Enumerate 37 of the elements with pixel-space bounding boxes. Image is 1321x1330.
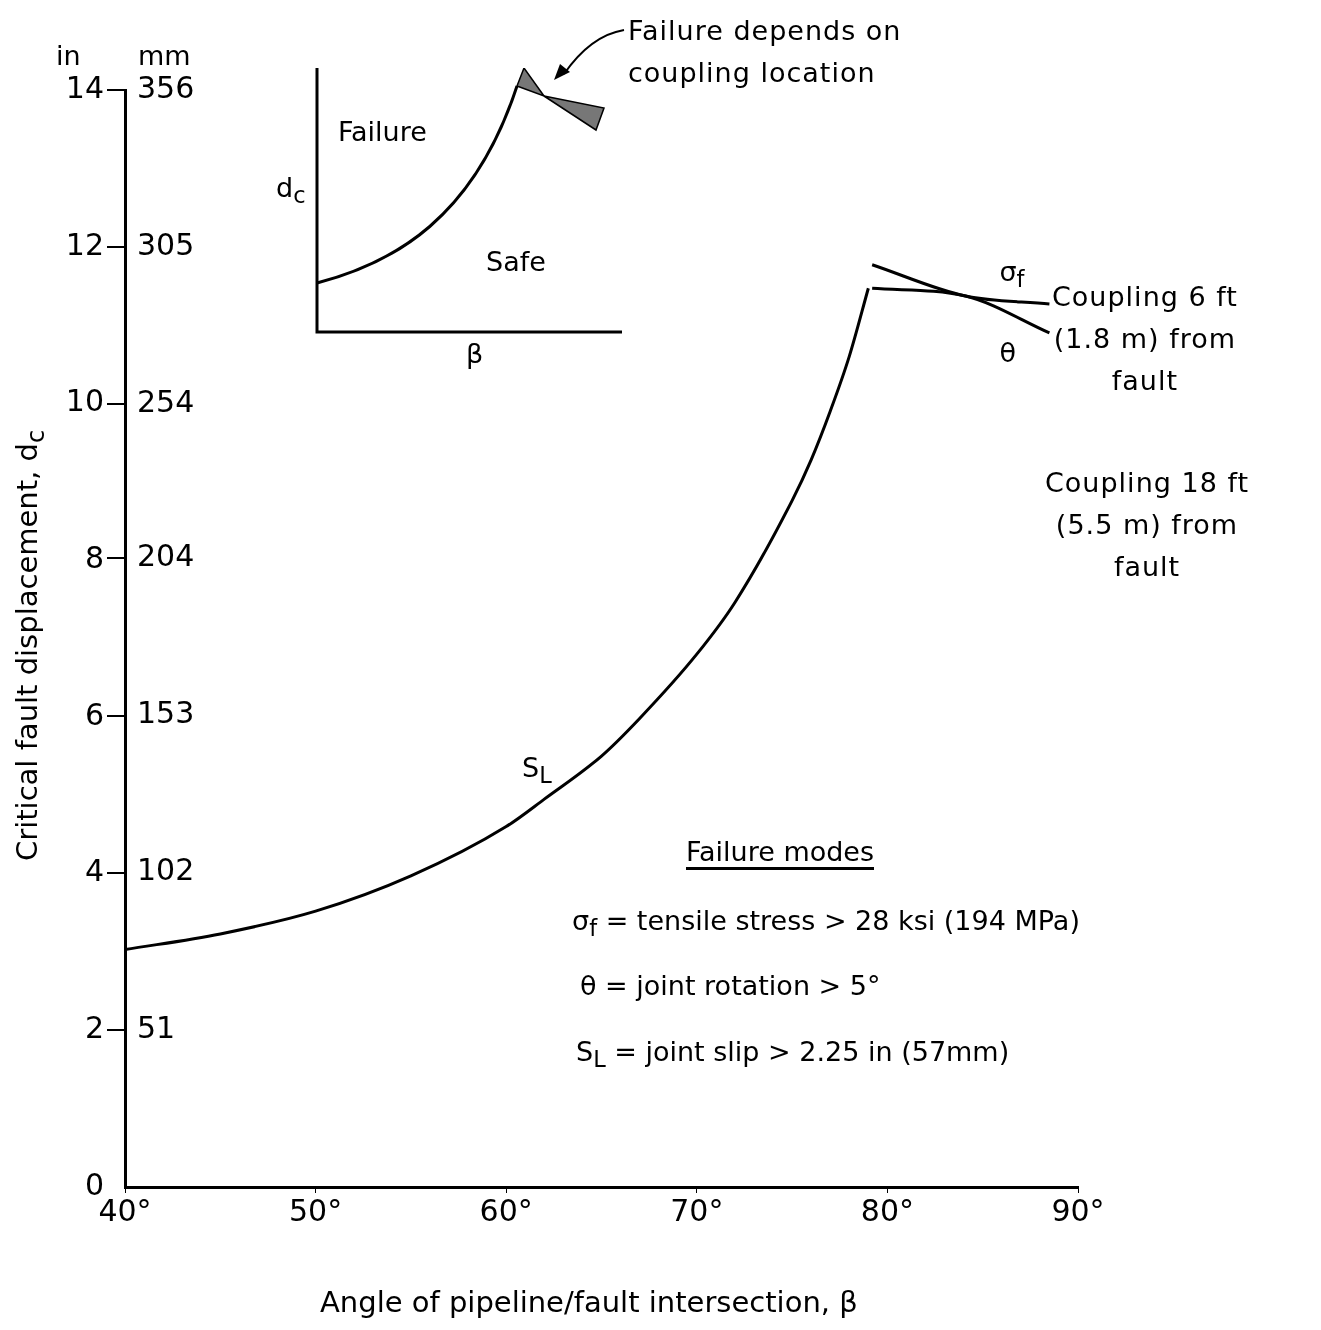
annotation: Coupling 6 ft (1.8 m) from fault bbox=[1052, 280, 1238, 398]
annotation: σ$_{f}$ bbox=[999, 255, 1025, 293]
annotation: Safe bbox=[486, 246, 546, 277]
y2-tick-label: 305 bbox=[137, 226, 195, 262]
annotation: θ = joint rotation > 5° bbox=[580, 970, 881, 1001]
x-tick-label: 70° bbox=[670, 1192, 724, 1228]
annotation: σ$_{f}$ = tensile stress > 28 ksi (194 MPa) bbox=[572, 905, 1080, 942]
annotation: S$_{L}$ bbox=[522, 752, 552, 789]
y-tick-label: 0 bbox=[84, 1166, 104, 1202]
annotation: Failure modes bbox=[686, 836, 875, 870]
y2-tick-label: 153 bbox=[137, 695, 195, 731]
y2-tick-label: 356 bbox=[137, 69, 195, 105]
annotation: θ bbox=[999, 336, 1016, 368]
y-tick-label: 14 bbox=[65, 69, 104, 105]
annotation: β bbox=[466, 338, 484, 369]
x-tick-label: 80° bbox=[860, 1192, 914, 1228]
x-tick-label: 90° bbox=[1051, 1192, 1105, 1228]
annotation: d$_{c}$ bbox=[276, 172, 306, 209]
y-tick-label: 10 bbox=[65, 383, 104, 419]
annotation: S$_{L}$ = joint slip > 2.25 in (57mm) bbox=[576, 1036, 1010, 1073]
x-tick-label: 60° bbox=[479, 1192, 533, 1228]
y2-tick-label: 254 bbox=[137, 384, 195, 420]
x-axis-title: Angle of pipeline/fault intersection, β bbox=[320, 1285, 858, 1319]
y-tick-label: 6 bbox=[84, 696, 104, 732]
y-tick-label: 12 bbox=[65, 226, 104, 262]
annotation: Coupling 18 ft (5.5 m) from fault bbox=[1045, 466, 1250, 584]
x-tick-label: 50° bbox=[289, 1192, 343, 1228]
text: Failure depends on coupling location bbox=[628, 14, 902, 90]
text: in bbox=[56, 40, 81, 71]
y2-tick-label: 51 bbox=[137, 1009, 176, 1045]
y2-tick-label: 102 bbox=[137, 852, 195, 888]
y2-tick-label: 204 bbox=[137, 538, 195, 574]
y-tick-label: 4 bbox=[84, 853, 104, 889]
text: mm bbox=[138, 40, 191, 71]
y-tick-label: 8 bbox=[84, 539, 104, 575]
annotation: Failure bbox=[338, 116, 427, 147]
y-tick-label: 2 bbox=[84, 1010, 104, 1046]
